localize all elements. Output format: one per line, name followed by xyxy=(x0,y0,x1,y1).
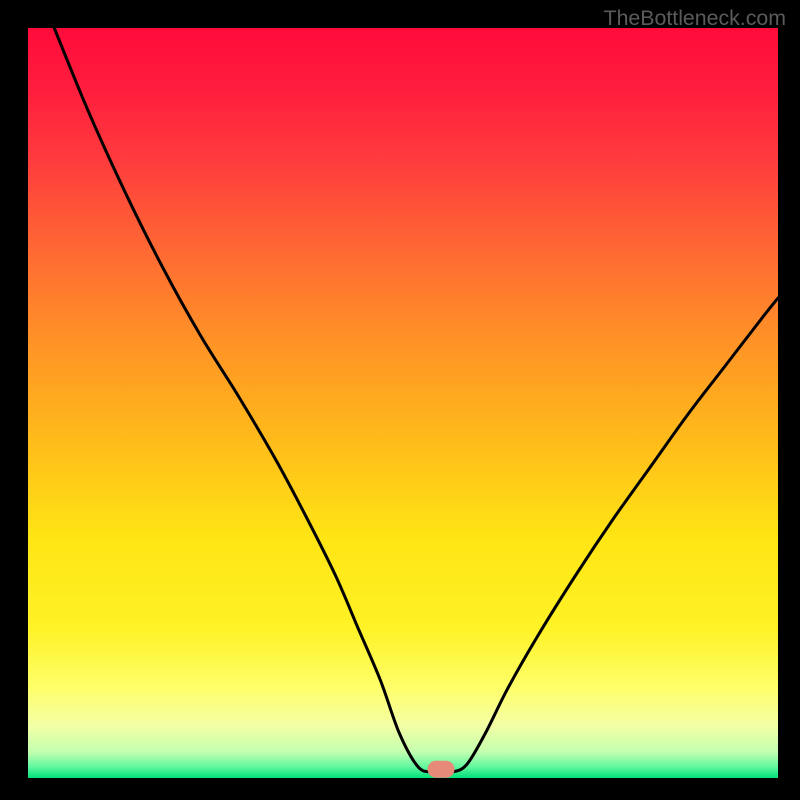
plot-area xyxy=(28,28,778,778)
chart-container: TheBottleneck.com xyxy=(0,0,800,800)
optimal-point-marker xyxy=(427,761,454,778)
watermark-text: TheBottleneck.com xyxy=(604,6,786,31)
